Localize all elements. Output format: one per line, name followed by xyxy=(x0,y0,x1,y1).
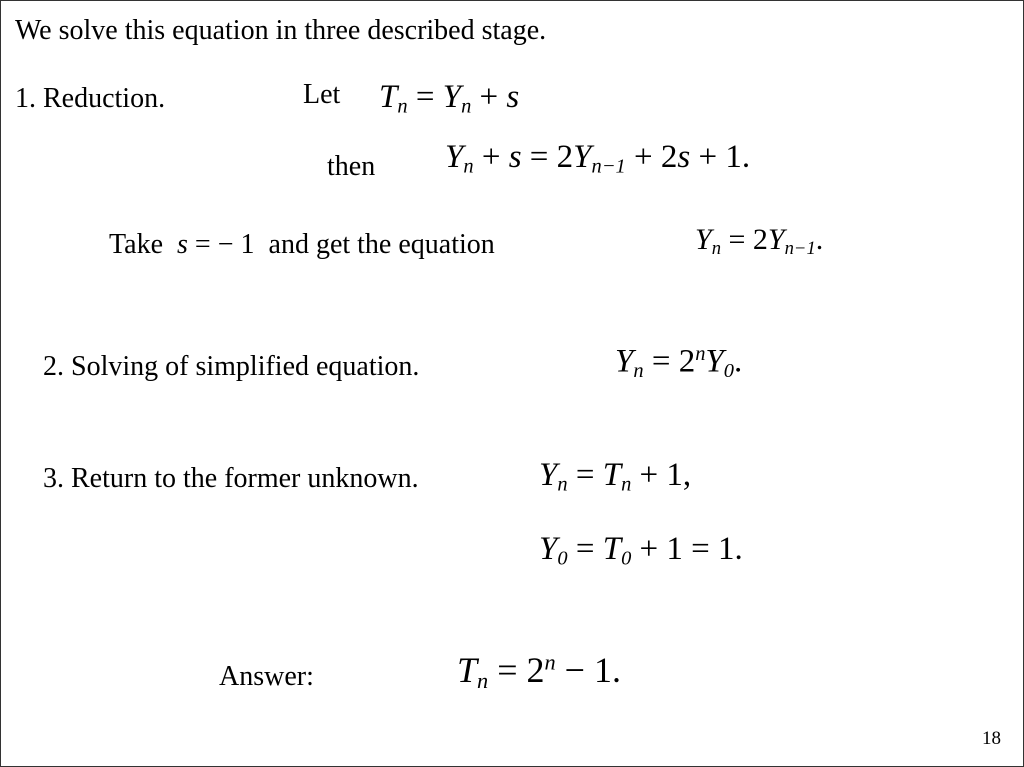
eq-then-p3s: n−1 xyxy=(592,156,626,178)
eq-let-rhs-var: Y xyxy=(443,79,461,115)
eq-let-lhs-var: T xyxy=(379,79,397,115)
eqa-ls: n xyxy=(477,668,488,693)
eq-let-rhs-sub: n xyxy=(461,96,471,118)
take-prefix: Take xyxy=(109,229,163,260)
eq-answer: Tn = 2n − 1. xyxy=(457,649,621,694)
eq1r-ls: n xyxy=(712,238,721,259)
eq2-rv: Y xyxy=(705,343,723,379)
eqa-tail: − 1. xyxy=(556,650,621,690)
eq32-mid: = xyxy=(568,531,603,567)
eq-let-tail: + s xyxy=(471,79,519,115)
slide: We solve this equation in three describe… xyxy=(0,0,1024,767)
eq31-rs: n xyxy=(621,474,631,496)
eq2-tail: . xyxy=(734,343,742,379)
eq-then-p1v: Y xyxy=(445,139,463,175)
take-suffix: and get the equation xyxy=(269,229,495,260)
eq-let-lhs-sub: n xyxy=(397,96,407,118)
page-number: 18 xyxy=(982,728,1001,750)
step1-take: Take s = − 1 and get the equation xyxy=(109,229,495,261)
step3-label: 3. Return to the former unknown. xyxy=(43,463,419,495)
eq2-lv: Y xyxy=(615,343,633,379)
eq32-ls: 0 xyxy=(557,548,567,570)
eqa-sup: n xyxy=(545,650,556,675)
eq32-rv: T xyxy=(603,531,621,567)
eq2-sup: n xyxy=(695,343,705,365)
eq-step2: Yn = 2nY0. xyxy=(615,343,742,383)
eq32-lv: Y xyxy=(539,531,557,567)
eq-s-var: s xyxy=(177,229,188,260)
intro-text: We solve this equation in three describe… xyxy=(15,15,546,47)
eq1r-rv: Y xyxy=(768,223,785,256)
eq2-rs: 0 xyxy=(724,360,734,382)
eqa-lv: T xyxy=(457,650,477,690)
eq-then-p3v: Y xyxy=(573,139,591,175)
eq-let: Tn = Yn + s xyxy=(379,79,519,119)
eq-step3-1: Yn = Tn + 1, xyxy=(539,457,691,497)
step1-then: then xyxy=(327,151,375,183)
step2-label: 2. Solving of simplified equation. xyxy=(43,351,419,383)
eq-then: Yn + s = 2Yn−1 + 2s + 1. xyxy=(445,139,750,179)
eq31-rv: T xyxy=(603,457,621,493)
eq-step3-2: Y0 = T0 + 1 = 1. xyxy=(539,531,743,571)
eq31-lv: Y xyxy=(539,457,557,493)
eq-step1-result: Yn = 2Yn−1. xyxy=(695,223,823,260)
eq32-rs: 0 xyxy=(621,548,631,570)
eq2-ls: n xyxy=(633,360,643,382)
step1-label: 1. Reduction. xyxy=(15,83,165,115)
eq32-tail: + 1 = 1. xyxy=(631,531,742,567)
eq1r-lv: Y xyxy=(695,223,712,256)
eq1r-tail: . xyxy=(816,223,824,256)
eq-s-rest: = − 1 xyxy=(188,229,255,260)
eq1r-rs: n−1 xyxy=(785,238,816,259)
step1-let: Let xyxy=(303,79,340,111)
eq31-mid: = xyxy=(568,457,603,493)
eq-then-p1s: n xyxy=(463,156,473,178)
eq31-tail: + 1, xyxy=(631,457,691,493)
answer-label: Answer: xyxy=(219,661,314,693)
eq31-ls: n xyxy=(557,474,567,496)
